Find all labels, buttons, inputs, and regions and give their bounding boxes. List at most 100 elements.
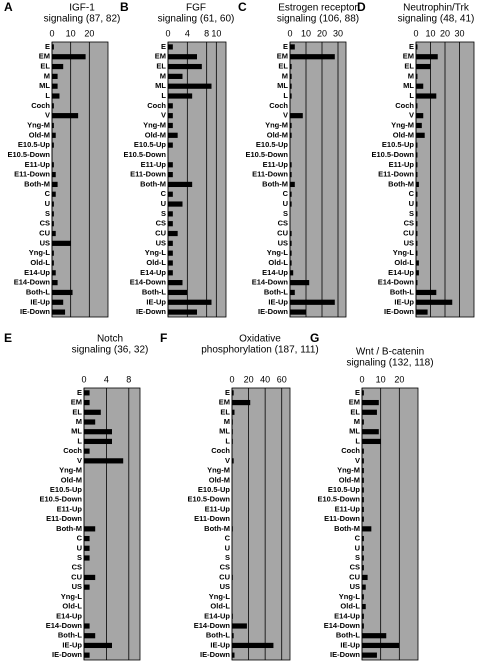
bar — [362, 652, 377, 658]
category-label: V — [161, 111, 166, 120]
bar — [290, 181, 295, 188]
category-label: C — [283, 189, 289, 198]
bar — [362, 390, 364, 396]
category-label: ML — [349, 427, 360, 436]
bar — [52, 201, 54, 207]
category-label: E — [409, 42, 414, 51]
bar — [84, 545, 90, 551]
category-label: U — [409, 199, 414, 208]
category-label: CS — [40, 219, 50, 228]
bar — [362, 467, 364, 474]
bar — [168, 83, 212, 89]
bar — [290, 260, 292, 266]
x-tick-label: 20 — [440, 28, 450, 38]
bar — [416, 132, 425, 138]
category-label: Old-L — [30, 258, 50, 267]
category-label: CU — [39, 229, 50, 238]
category-label: E11-Down — [252, 170, 288, 179]
bar — [168, 113, 173, 119]
category-label: E — [45, 42, 50, 51]
category-label: E11-Up — [57, 504, 83, 513]
category-label: C — [355, 534, 361, 543]
panel-title: signaling (36, 32) — [72, 345, 149, 356]
bar — [168, 122, 173, 129]
category-label: ML — [71, 427, 82, 436]
category-label: IE-Down — [20, 307, 50, 316]
category-label: Both-M — [140, 179, 166, 188]
bar — [52, 122, 54, 129]
category-label: Old-M — [209, 475, 230, 484]
bar — [168, 270, 173, 276]
category-label: CS — [350, 563, 360, 572]
bar — [52, 270, 56, 276]
category-label: US — [156, 238, 166, 247]
category-label: S — [45, 209, 50, 218]
category-label: M — [76, 417, 82, 426]
category-label: E — [225, 388, 230, 397]
category-label: E14-Down — [324, 621, 361, 630]
bar — [362, 448, 364, 454]
panel-title: Notch — [97, 334, 123, 345]
bar — [362, 574, 368, 581]
bar — [168, 299, 212, 305]
bar — [232, 458, 234, 464]
category-label: E10.5-Up — [328, 485, 361, 494]
category-label: IE-Up — [394, 297, 414, 306]
category-label: M — [44, 71, 50, 80]
x-tick-label: 10 — [66, 28, 76, 38]
bar — [52, 83, 58, 89]
bar — [52, 44, 54, 50]
category-label: CU — [349, 572, 360, 581]
panel-label: A — [4, 0, 13, 14]
bar — [416, 162, 418, 168]
category-label: EM — [71, 398, 82, 407]
bar — [362, 603, 366, 610]
category-label: E10.5-Down — [317, 495, 360, 504]
category-label: Old-L — [210, 602, 230, 611]
bar — [290, 280, 310, 286]
category-label: E — [355, 388, 360, 397]
x-tick-label: 8 — [126, 374, 131, 384]
bar — [84, 390, 90, 396]
bar — [84, 458, 124, 464]
bar — [168, 171, 173, 178]
category-label: Yng-L — [267, 248, 289, 257]
category-label: Yng-L — [209, 592, 231, 601]
panel-label: E — [4, 331, 12, 345]
category-label: Coch — [395, 101, 414, 110]
bar — [52, 299, 64, 305]
category-label: E11-Up — [263, 160, 289, 169]
bar — [416, 83, 424, 89]
category-label: E10.5-Up — [134, 140, 167, 149]
category-label: US — [404, 238, 414, 247]
bar — [232, 574, 233, 581]
category-label: V — [45, 111, 50, 120]
bar — [362, 438, 381, 445]
bar — [52, 93, 60, 99]
category-label: U — [283, 199, 288, 208]
bar — [52, 132, 56, 138]
category-label: CU — [403, 229, 414, 238]
bar — [290, 63, 292, 70]
category-label: ML — [219, 427, 230, 436]
category-label: E11-Down — [378, 170, 414, 179]
category-label: Old-M — [145, 130, 166, 139]
bar — [290, 201, 292, 207]
bar — [232, 399, 251, 406]
x-tick-label: 10 — [376, 374, 386, 384]
category-label: E11-Up — [389, 160, 415, 169]
bar — [416, 152, 418, 158]
category-label: US — [40, 238, 50, 247]
category-label: EL — [40, 62, 50, 71]
bar — [362, 409, 377, 415]
category-label: EL — [404, 62, 414, 71]
x-tick-label: 20 — [317, 28, 327, 38]
category-label: Old-L — [394, 258, 414, 267]
bar — [290, 309, 306, 315]
category-label: S — [77, 553, 82, 562]
category-label: Yng-M — [143, 120, 166, 129]
bar — [290, 113, 303, 119]
category-label: Old-M — [393, 130, 414, 139]
category-label: Both-L — [206, 631, 231, 640]
